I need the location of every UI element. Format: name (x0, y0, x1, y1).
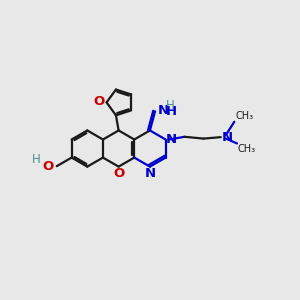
Text: N: N (158, 104, 169, 117)
Text: H: H (166, 105, 177, 118)
Text: O: O (113, 167, 124, 180)
Text: H: H (166, 100, 174, 112)
Text: N: N (144, 167, 155, 180)
Text: CH₃: CH₃ (235, 111, 253, 121)
Text: O: O (93, 95, 104, 108)
Text: N: N (166, 133, 177, 146)
Text: H: H (32, 153, 41, 166)
Text: O: O (42, 160, 53, 173)
Text: CH₃: CH₃ (238, 144, 256, 154)
Text: N: N (222, 130, 233, 144)
